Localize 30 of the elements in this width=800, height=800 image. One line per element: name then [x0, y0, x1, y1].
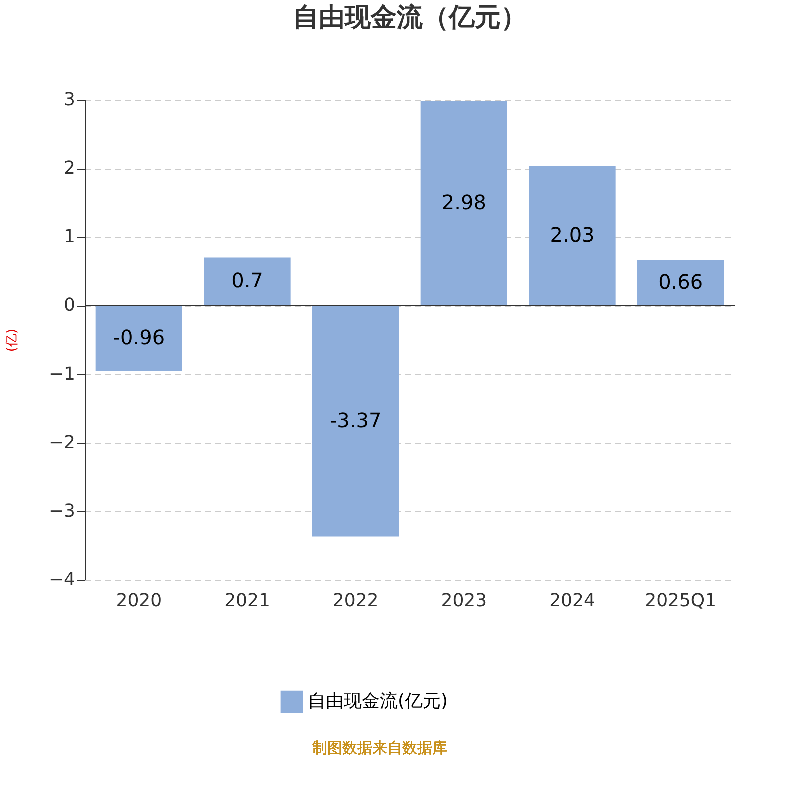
y-tick-label: −1 [48, 364, 76, 385]
y-tick-label: −3 [48, 500, 76, 522]
data-label: 0.7 [232, 268, 264, 293]
bar [312, 306, 400, 537]
bar [529, 166, 616, 306]
x-tick-label: 2023 [441, 590, 488, 612]
data-label: 2.98 [442, 190, 486, 215]
text: 制图数据来自数据库 [312, 739, 448, 757]
x-tick-label: 2024 [550, 590, 596, 612]
legend-label: 自由现金流(亿元) [308, 691, 448, 712]
y-tick-label: 3 [64, 90, 76, 110]
x-tick-label: 2021 [224, 590, 270, 612]
x-tick-label: 2022 [332, 590, 379, 612]
y-tick-label: 0 [64, 295, 76, 316]
data-label: -3.37 [330, 408, 382, 432]
y-tick-label: 1 [64, 226, 76, 248]
y-tick-label: 2 [64, 158, 76, 180]
y-tick-label: −2 [48, 432, 76, 454]
bar [638, 260, 724, 306]
x-tick-label: 2020 [116, 590, 162, 612]
bar [204, 258, 291, 306]
data-label: 0.66 [658, 270, 704, 294]
x-tick-label: 2025Q1 [645, 590, 717, 612]
y-tick-label: −4 [48, 570, 76, 590]
chart-title: 自由现金流（亿元） [293, 3, 527, 33]
y-axis-title: (亿) [4, 328, 20, 352]
data-label: 2.03 [550, 223, 595, 248]
bar [420, 101, 508, 306]
data-label: -0.96 [113, 326, 166, 350]
bar [96, 306, 182, 372]
